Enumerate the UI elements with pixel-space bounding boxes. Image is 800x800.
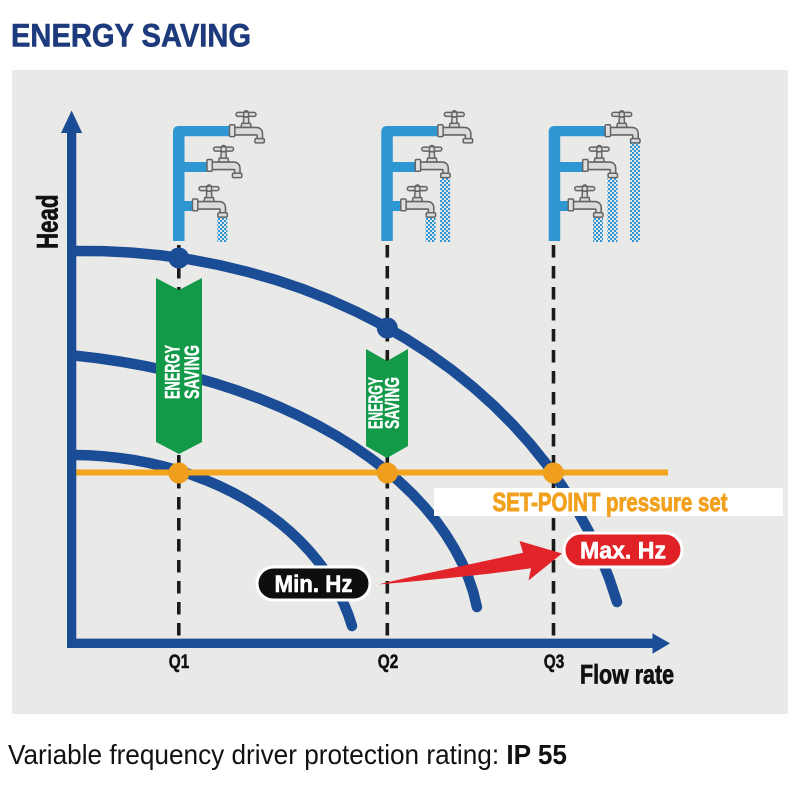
svg-text:Q2: Q2 — [378, 651, 399, 673]
svg-text:Head: Head — [32, 195, 65, 250]
svg-text:Max. Hz: Max. Hz — [580, 538, 666, 565]
svg-text:SAVING: SAVING — [181, 345, 204, 399]
svg-text:ENERGY: ENERGY — [366, 377, 388, 429]
svg-text:SET-POINT pressure set: SET-POINT pressure set — [493, 487, 728, 517]
svg-text:Q1: Q1 — [169, 651, 190, 673]
svg-text:ENERGY: ENERGY — [162, 345, 185, 399]
svg-text:Variable frequency driver prot: Variable frequency driver protection rat… — [8, 739, 567, 770]
svg-text:SAVING: SAVING — [382, 377, 404, 429]
svg-text:Min. Hz: Min. Hz — [275, 571, 353, 598]
svg-text:Flow rate: Flow rate — [580, 660, 674, 690]
svg-text:Q3: Q3 — [544, 651, 565, 673]
svg-text:ENERGY SAVING: ENERGY SAVING — [11, 18, 251, 54]
